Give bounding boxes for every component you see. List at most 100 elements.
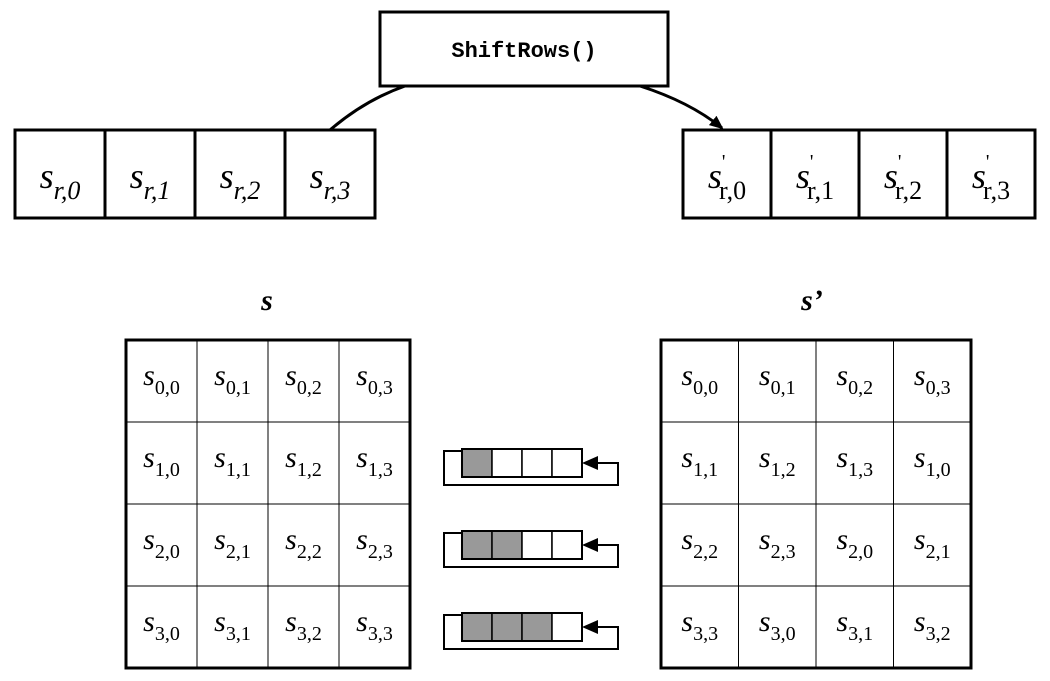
- rotation-loop: [443, 450, 619, 486]
- output-row-cell-0: [681, 128, 773, 220]
- rotation-loop: [443, 614, 619, 650]
- state-out-cell: [738, 585, 817, 669]
- state-out-cell: [660, 339, 739, 423]
- state-out-cell: [815, 421, 894, 505]
- state-in-cell: [196, 503, 269, 587]
- output-row: s' r,0 s' r,1 s' r,2 s' r,3: [681, 128, 1037, 220]
- shifted-byte: [461, 448, 493, 478]
- state-in-symbol: s3,3: [356, 605, 393, 645]
- byte-slot: [551, 530, 583, 560]
- state-in-symbol: s0,3: [356, 359, 393, 399]
- state-out-cell: [815, 339, 894, 423]
- state-out-symbol: s0,0: [681, 359, 718, 399]
- state-out-symbol: s3,0: [759, 605, 796, 645]
- state-out-cell: [893, 585, 972, 669]
- input-row-symbol-2: sr,2: [220, 156, 261, 205]
- state-out-symbol: s3,1: [836, 605, 873, 645]
- state-in-cell: [267, 503, 340, 587]
- state-in-symbol: s2,0: [143, 523, 180, 563]
- output-row-cell-1: [769, 128, 861, 220]
- byte-slot: [551, 448, 583, 478]
- state-in-cell: [125, 585, 198, 669]
- input-row-symbol-3: sr,3: [310, 156, 351, 205]
- input-row-symbol-0: sr,0: [40, 156, 81, 205]
- state-out-symbol: s2,2: [681, 523, 718, 563]
- state-out-symbol: s0,3: [914, 359, 951, 399]
- state-in-cell: [267, 339, 340, 423]
- state-out-cell: [893, 339, 972, 423]
- input-row-symbol-1: sr,1: [130, 156, 171, 205]
- shift-indicator-row-3: [443, 612, 619, 650]
- input-row: sr,0 sr,1 sr,2 sr,3: [13, 128, 377, 220]
- shifted-byte: [521, 612, 553, 642]
- output-row-symbol-3: s' r,3: [972, 151, 1010, 205]
- state-in-cell: [267, 585, 340, 669]
- state-in-symbol: s2,3: [356, 523, 393, 563]
- state-out-symbol: s2,1: [914, 523, 951, 563]
- output-row-symbol-1: s' r,1: [796, 151, 834, 205]
- input-row-cell-3: [283, 128, 377, 220]
- state-in-symbol: s0,2: [285, 359, 322, 399]
- state-in-symbol: s1,0: [143, 441, 180, 481]
- state-in-cell: [196, 585, 269, 669]
- state-in-symbol: s1,2: [285, 441, 322, 481]
- shifted-byte: [461, 530, 493, 560]
- state-in-cell: [196, 421, 269, 505]
- state-in-symbol: s2,1: [214, 523, 251, 563]
- shift-indicators: [443, 448, 619, 650]
- state-in-symbol: s3,0: [143, 605, 180, 645]
- state-out-symbol: s1,3: [836, 441, 873, 481]
- state-out-symbol: s2,3: [759, 523, 796, 563]
- input-row-cell-0: [13, 128, 107, 220]
- state-in-symbol: s1,3: [356, 441, 393, 481]
- state-in-symbol: s1,1: [214, 441, 251, 481]
- state-in-cell: [338, 421, 411, 505]
- rotation-arrowhead: [582, 456, 598, 470]
- shift-indicator-row-2: [443, 530, 619, 568]
- output-row-symbol-0: s' r,0: [708, 151, 746, 205]
- state-out-cell: [893, 503, 972, 587]
- state-out-matrix: s0,0 s0,1 s0,2 s0,3 s1,1 s1,2 s1,3 s1,0 s2,2 s2,3…: [659, 338, 973, 670]
- state-out-cell: [660, 421, 739, 505]
- rotation-arrowhead: [582, 620, 598, 634]
- state-out-symbol: s1,2: [759, 441, 796, 481]
- shifted-byte: [491, 530, 523, 560]
- state-in-cell: [338, 339, 411, 423]
- state-in-cell: [125, 421, 198, 505]
- state-in-symbol: s3,2: [285, 605, 322, 645]
- byte-slot: [551, 612, 583, 642]
- input-row-cell-2: [193, 128, 287, 220]
- operation-box: ShiftRows(): [378, 10, 670, 88]
- state-out-symbol: s3,3: [681, 605, 718, 645]
- state-in-label: s: [260, 284, 273, 317]
- byte-slot: [521, 530, 553, 560]
- operation-label: ShiftRows(): [451, 39, 596, 64]
- state-out-symbol: s1,0: [914, 441, 951, 481]
- output-row-cell-2: [857, 128, 949, 220]
- state-out-cell: [738, 421, 817, 505]
- state-out-label: s’: [800, 284, 823, 317]
- state-in-cell: [338, 503, 411, 587]
- state-in-border: [124, 338, 412, 670]
- state-out-cell: [893, 421, 972, 505]
- output-row-cell-3: [945, 128, 1037, 220]
- state-out-symbol: s0,2: [836, 359, 873, 399]
- state-out-cell: [738, 339, 817, 423]
- state-out-symbol: s1,1: [681, 441, 718, 481]
- output-row-symbol-2: s' r,2: [884, 151, 922, 205]
- shifted-byte: [491, 612, 523, 642]
- state-in-cell: [338, 585, 411, 669]
- state-in-symbol: s0,0: [143, 359, 180, 399]
- state-out-symbol: s2,0: [836, 523, 873, 563]
- rotation-loop: [443, 532, 619, 568]
- state-out-symbol: s0,1: [759, 359, 796, 399]
- state-in-symbol: s2,2: [285, 523, 322, 563]
- state-out-border: [659, 338, 973, 670]
- state-in-symbol: s3,1: [214, 605, 251, 645]
- state-in-symbol: s0,1: [214, 359, 251, 399]
- byte-slot: [491, 448, 523, 478]
- shifted-byte: [461, 612, 493, 642]
- state-in-matrix: s0,0 s0,1 s0,2 s0,3 s1,0 s1,1 s1,2 s1,3 s2,0 s2,1…: [124, 338, 412, 670]
- input-row-cell-1: [103, 128, 197, 220]
- connector-left-arc: [329, 84, 406, 132]
